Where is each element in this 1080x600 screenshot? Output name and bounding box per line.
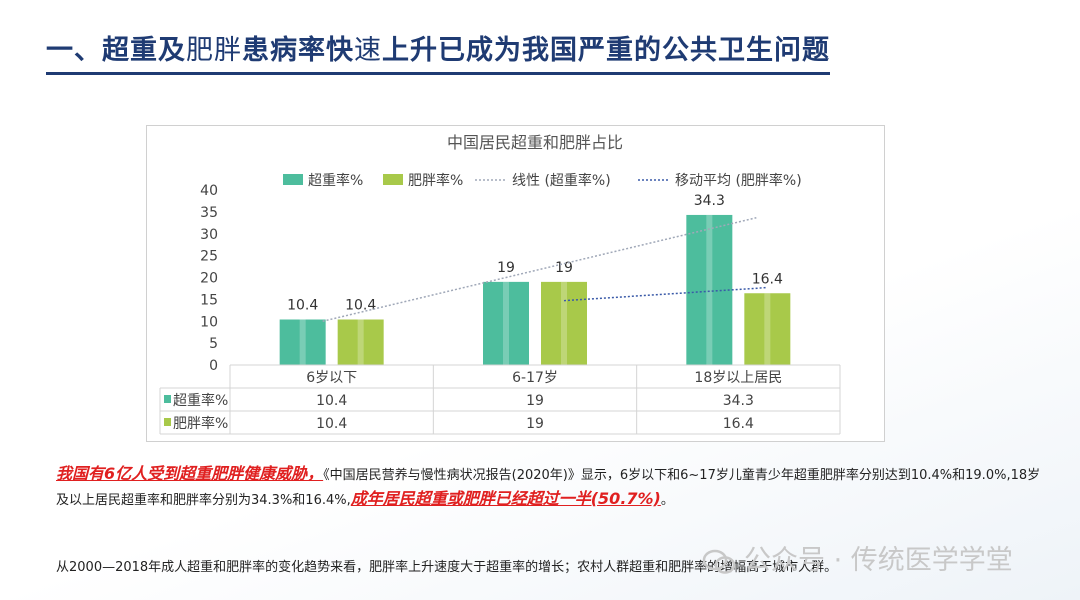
table-cell: 19 xyxy=(526,416,544,432)
data-label: 34.3 xyxy=(694,193,725,209)
legend-linear-label: 线性 (超重率%) xyxy=(512,172,611,189)
category-label: 18岁以上居民 xyxy=(694,370,782,386)
table-cell: 10.4 xyxy=(316,393,347,409)
bar-obesity xyxy=(337,319,384,365)
table-cell: 16.4 xyxy=(723,416,754,432)
y-tick-label: 10 xyxy=(200,314,218,330)
y-tick-label: 0 xyxy=(209,358,218,374)
table-row-label: 超重率% xyxy=(173,392,228,409)
chart-title: 中国居民超重和肥胖占比 xyxy=(447,133,623,152)
data-label: 19 xyxy=(497,260,515,276)
bar-highlight xyxy=(299,319,306,365)
y-tick-label: 30 xyxy=(200,227,218,243)
data-label: 10.4 xyxy=(287,298,318,314)
paragraph-trend: 从2000—2018年成人超重和肥胖率的变化趋势来看，肥胖率上升速度大于超重率的… xyxy=(56,560,838,575)
title-underline xyxy=(46,72,830,75)
table-cell: 10.4 xyxy=(316,416,347,432)
y-tick-label: 25 xyxy=(200,249,218,265)
table-row-label: 肥胖率% xyxy=(173,415,228,432)
trendline-moving-average xyxy=(563,286,768,302)
wechat-icon xyxy=(702,549,736,574)
bar-overweight xyxy=(279,319,326,365)
highlight-adults: 成年居民超重或肥胖已经超过一半(50.7%) xyxy=(350,489,661,508)
y-tick-label: 20 xyxy=(200,271,218,287)
bar-highlight xyxy=(706,214,713,365)
bar-obesity xyxy=(541,281,587,365)
legend-overweight-label: 超重率% xyxy=(308,172,363,189)
legend-moving-avg-label: 移动平均 (肥胖率%) xyxy=(675,172,802,189)
bar-overweight xyxy=(483,281,529,365)
y-tick-label: 40 xyxy=(200,183,218,199)
category-label: 6-17岁 xyxy=(512,370,558,386)
category-label: 6岁以下 xyxy=(306,370,357,386)
y-tick-label: 35 xyxy=(200,205,218,221)
bar-highlight xyxy=(764,293,771,365)
highlight-threat: 我国有6亿人受到超重肥胖健康威胁， xyxy=(56,464,324,483)
bar-highlight xyxy=(357,319,364,365)
y-tick-label: 5 xyxy=(209,336,218,352)
table-cell: 19 xyxy=(526,393,544,409)
table-row-swatch xyxy=(164,418,171,426)
data-label: 10.4 xyxy=(345,298,376,314)
watermark: 公众号 · 传统医学学堂 xyxy=(702,538,1013,577)
legend-obesity-label: 肥胖率% xyxy=(408,172,463,189)
bar-highlight xyxy=(561,281,567,365)
summary-body: 《中国居民营养与慢性病状况报告(2020年)》显示，6岁以下和6~17岁儿童青少… xyxy=(56,468,1041,508)
paragraph-summary: 我国有6亿人受到超重肥胖健康威胁，《中国居民营养与慢性病状况报告(2020年)》… xyxy=(56,464,1041,508)
legend-overweight-swatch xyxy=(283,174,303,185)
bar-obesity xyxy=(744,293,791,365)
table-cell: 34.3 xyxy=(723,393,754,409)
data-label: 16.4 xyxy=(752,271,783,287)
data-label: 19 xyxy=(555,260,573,276)
bar-highlight xyxy=(503,281,509,365)
legend-obesity-swatch xyxy=(383,174,403,185)
y-tick-label: 15 xyxy=(200,292,218,308)
table-row-swatch xyxy=(164,395,171,403)
page-title: 一、超重及肥胖患病率快速上升已成为我国严重的公共卫生问题 xyxy=(46,35,830,66)
